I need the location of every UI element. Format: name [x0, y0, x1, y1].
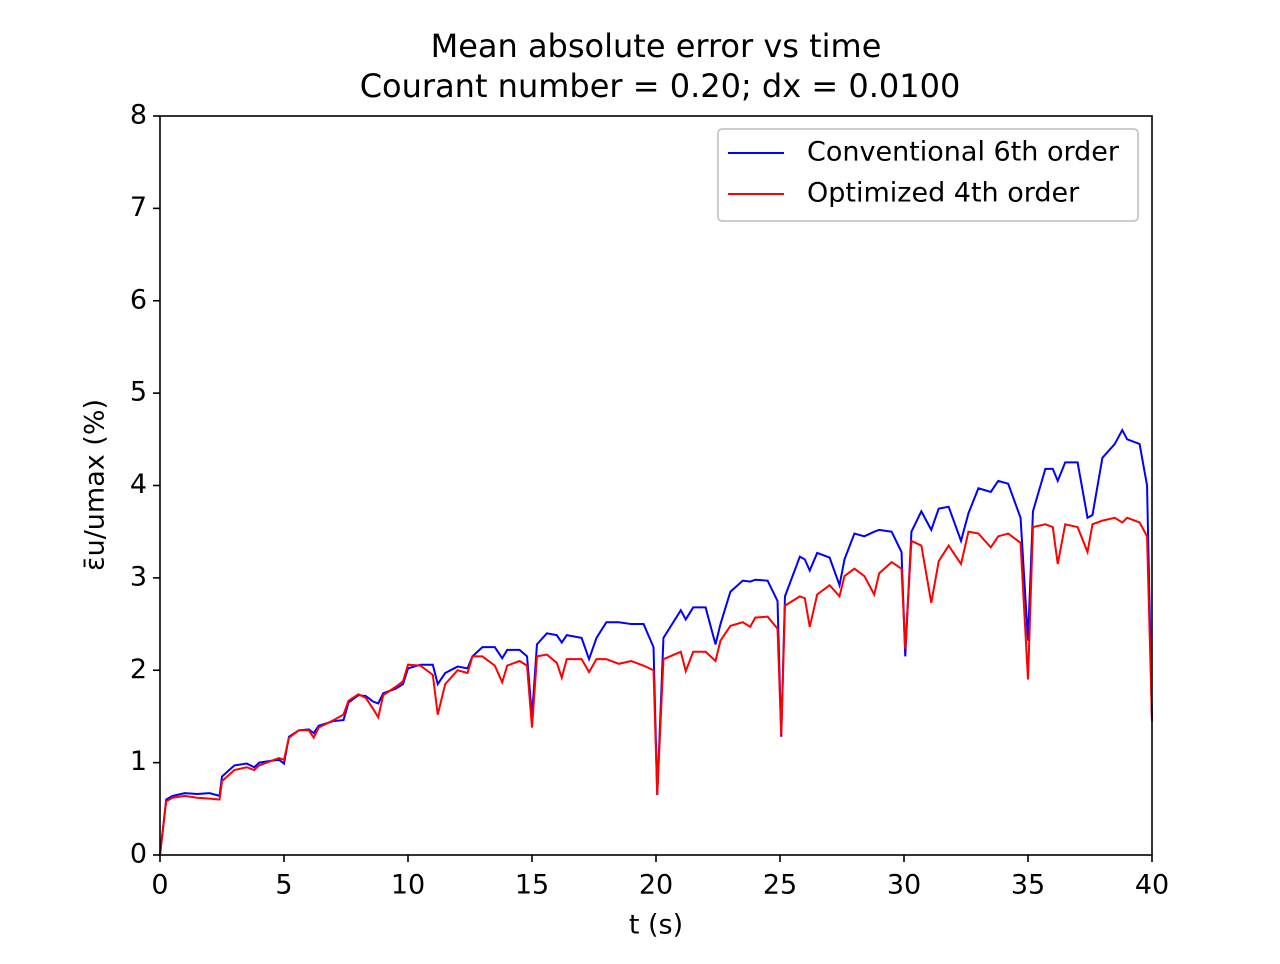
y-tick-label: 5: [130, 377, 147, 408]
legend-label: Optimized 4th order: [807, 178, 1080, 209]
y-tick-label: 4: [130, 469, 147, 500]
y-tick-label: 1: [130, 746, 147, 777]
x-tick-label: 20: [639, 870, 673, 901]
y-tick-label: 2: [130, 654, 147, 685]
y-tick-label: 3: [130, 561, 147, 592]
chart-title: Mean absolute error vs time: [431, 27, 882, 65]
data-line: [159, 427, 1153, 856]
x-tick-label: 30: [887, 870, 921, 901]
legend-label: Conventional 6th order: [807, 137, 1120, 168]
x-tick-label: 15: [515, 870, 549, 901]
data-line: [159, 516, 1153, 856]
y-tick-label: 6: [130, 284, 147, 315]
chart-subtitle: Courant number = 0.20; dx = 0.0100: [360, 67, 961, 105]
legend-box: [717, 128, 1139, 222]
x-tick-label: 5: [275, 870, 292, 901]
x-tick-label: 40: [1135, 870, 1169, 901]
y-axis-label: ε̄u/umax (%): [80, 399, 111, 571]
x-tick-label: 0: [151, 870, 168, 901]
x-tick-label: 25: [763, 870, 797, 901]
x-tick-label: 10: [391, 870, 425, 901]
y-tick-label: 7: [130, 192, 147, 223]
x-axis-label: t (s): [629, 910, 683, 941]
x-tick-label: 35: [1011, 870, 1045, 901]
y-tick-label: 8: [130, 100, 147, 131]
y-tick-label: 0: [130, 839, 147, 870]
plot-frame: [159, 115, 1153, 856]
